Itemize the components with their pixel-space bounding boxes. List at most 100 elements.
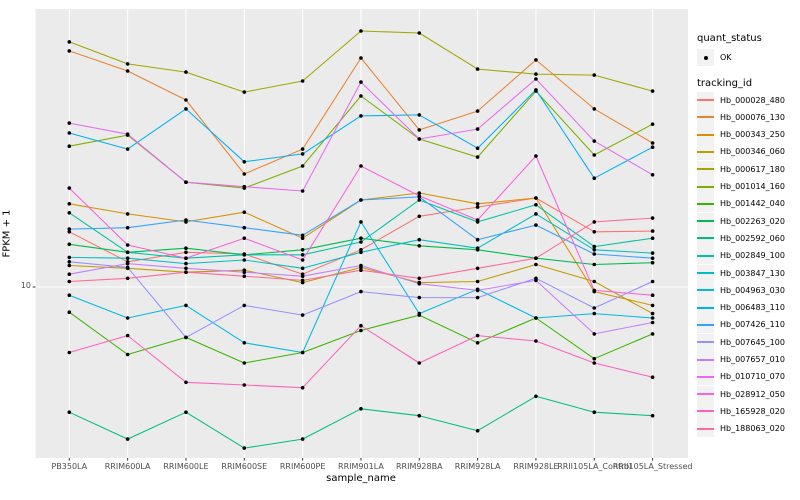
- legend-item-label: Hb_001442_040: [720, 199, 785, 209]
- data-point: [125, 276, 130, 281]
- data-point: [650, 89, 655, 93]
- data-point: [475, 155, 480, 159]
- data-point: [125, 147, 130, 151]
- data-point: [359, 289, 363, 294]
- legend-key-box: [697, 420, 714, 438]
- data-point: [650, 293, 655, 298]
- data-point: [359, 263, 363, 268]
- data-point: [184, 250, 188, 255]
- data-point: [242, 341, 247, 345]
- data-point: [417, 194, 422, 198]
- legend-item: Hb_165928_020: [697, 402, 785, 420]
- data-point: [475, 295, 480, 300]
- data-point: [359, 248, 363, 252]
- x-tick-label: RRIM901LA: [338, 462, 384, 471]
- data-point: [67, 293, 72, 298]
- legend-item: Hb_002592_060: [697, 229, 785, 247]
- data-point: [184, 266, 188, 271]
- data-point: [184, 256, 188, 261]
- legend-color-line-icon: [697, 427, 714, 430]
- legend-key-box: [697, 126, 714, 144]
- x-tick-label: RRII105LA_Stressed: [612, 462, 693, 471]
- data-point: [592, 262, 597, 267]
- legend-color-line-icon: [697, 358, 714, 361]
- data-point: [534, 88, 538, 92]
- data-point: [300, 350, 305, 355]
- data-point: [534, 262, 538, 267]
- data-point: [359, 240, 363, 244]
- x-tick-label: PB350LA: [51, 462, 88, 471]
- legend: quant_status OK tracking_id Hb_000028_48…: [695, 0, 800, 500]
- data-point: [242, 253, 247, 257]
- legend-color-line-icon: [697, 150, 714, 153]
- legend-item-label: Hb_000076_130: [720, 112, 785, 122]
- data-point: [650, 145, 655, 149]
- x-tick-label: RRIM928LE: [513, 462, 559, 471]
- x-tick-label: RRII105LA_Control: [557, 462, 632, 471]
- legend-key-box: [697, 108, 714, 126]
- legend-color-line-icon: [697, 220, 714, 223]
- data-point: [534, 316, 538, 320]
- data-point: [67, 260, 72, 264]
- legend-color-line-icon: [697, 289, 714, 292]
- data-point: [417, 244, 422, 248]
- data-point: [67, 49, 72, 53]
- data-point: [300, 152, 305, 156]
- data-point: [475, 67, 480, 71]
- data-point: [417, 237, 422, 242]
- data-point: [592, 107, 597, 111]
- legend-key-box: [697, 49, 714, 66]
- data-point: [300, 248, 305, 252]
- data-point: [67, 263, 72, 268]
- legend-item: Hb_000028_480: [697, 91, 785, 109]
- data-point: [125, 250, 130, 255]
- data-point: [300, 258, 305, 262]
- legend-item-label: Hb_007645_100: [720, 337, 785, 347]
- legend-key-box: [697, 160, 714, 178]
- data-point: [475, 333, 480, 338]
- legend-color-line-icon: [697, 202, 714, 205]
- data-point: [592, 361, 597, 365]
- data-point: [417, 191, 422, 195]
- legend-item-label: Hb_000343_250: [720, 130, 785, 140]
- data-point: [534, 77, 538, 81]
- data-point: [475, 127, 480, 131]
- data-point: [300, 236, 305, 240]
- data-point: [359, 250, 363, 255]
- data-point: [359, 198, 363, 202]
- data-point: [417, 281, 422, 286]
- data-point: [534, 58, 538, 62]
- data-point: [242, 274, 247, 279]
- data-point: [650, 332, 655, 336]
- data-point: [650, 316, 655, 320]
- data-point: [417, 137, 422, 141]
- data-point: [67, 272, 72, 277]
- legend-item: Hb_002849_100: [697, 247, 785, 265]
- data-point: [359, 29, 363, 33]
- data-point: [534, 278, 538, 283]
- data-point: [125, 132, 130, 136]
- data-point: [417, 128, 422, 132]
- x-tick-label: RRIM600PE: [279, 462, 326, 471]
- data-point: [242, 270, 247, 275]
- data-point: [184, 107, 188, 111]
- legend-item: Hb_004963_030: [697, 281, 785, 299]
- data-point: [300, 147, 305, 151]
- data-point: [242, 172, 247, 176]
- data-point: [184, 261, 188, 266]
- legend-item-label: Hb_000346_060: [720, 147, 785, 157]
- data-point: [300, 253, 305, 257]
- legend-item: Hb_000076_130: [697, 108, 785, 126]
- data-point: [300, 266, 305, 271]
- legend-item: Hb_001014_160: [697, 178, 785, 195]
- data-point: [300, 274, 305, 279]
- data-point: [534, 256, 538, 261]
- data-point: [534, 196, 538, 200]
- legend-color-line-icon: [697, 99, 714, 101]
- data-point: [650, 375, 655, 380]
- legend-color-line-icon: [697, 116, 714, 119]
- data-point: [534, 203, 538, 207]
- data-point: [592, 410, 597, 415]
- data-point: [242, 184, 247, 189]
- data-point: [592, 248, 597, 252]
